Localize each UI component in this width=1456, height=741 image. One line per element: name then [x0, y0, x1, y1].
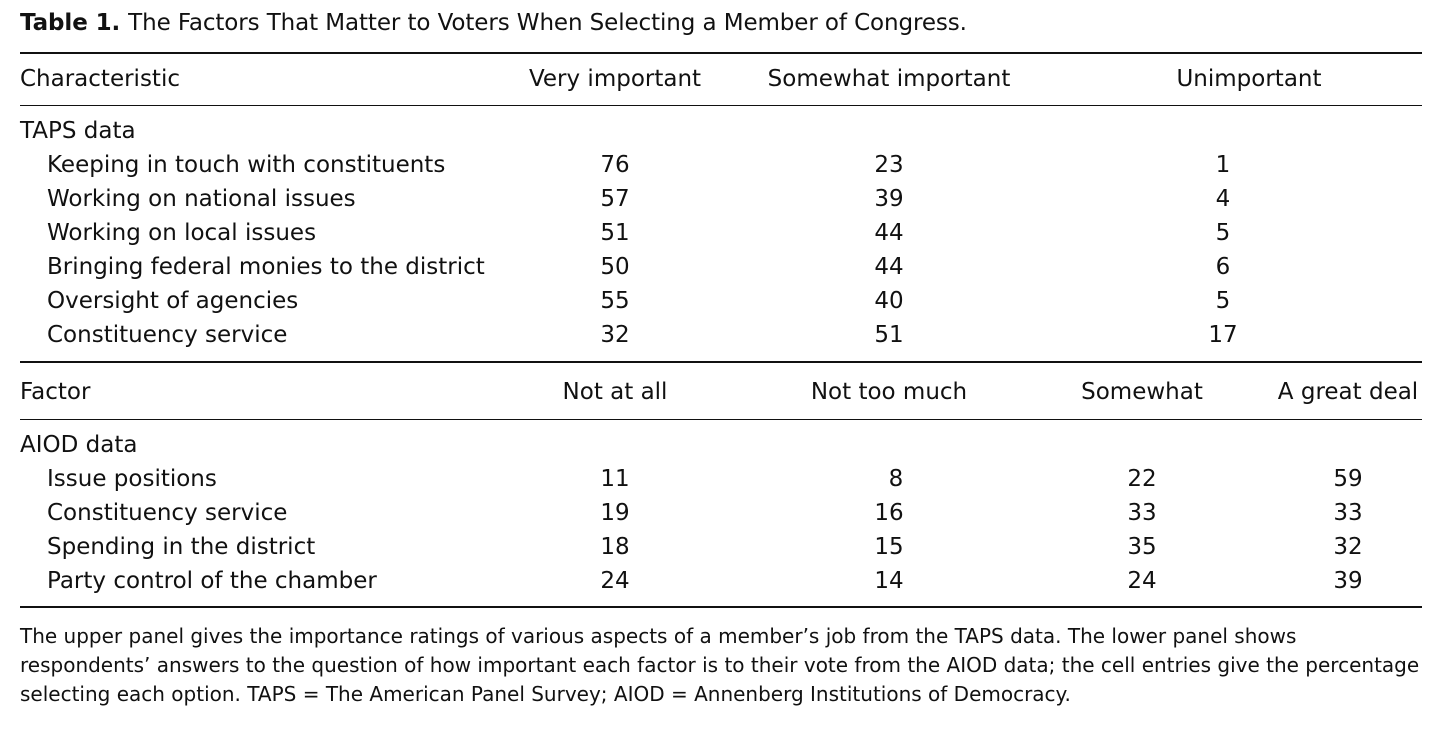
- row-label: Constituency service: [47, 500, 288, 526]
- cell-not-at-all: 24: [600, 568, 630, 594]
- header-not-too-much: Not too much: [810, 379, 968, 405]
- cell-a-great-deal: 33: [1333, 500, 1363, 526]
- panel1-header-row: Characteristic Very important Somewhat i…: [20, 62, 1422, 96]
- cell-unimportant: 5: [1215, 220, 1231, 246]
- cell-somewhat: 35: [1127, 534, 1157, 560]
- row-label: Bringing federal monies to the district: [47, 254, 485, 280]
- cell-somewhat-important: 44: [874, 220, 904, 246]
- row-label: Party control of the chamber: [47, 568, 377, 594]
- bottom-rule: [20, 606, 1422, 608]
- cell-very-important: 55: [600, 288, 630, 314]
- cell-unimportant: 17: [1208, 322, 1238, 348]
- cell-somewhat-important: 44: [874, 254, 904, 280]
- cell-somewhat: 33: [1127, 500, 1157, 526]
- table-row: Working on national issues 57 39 4: [20, 182, 1422, 216]
- row-label: Keeping in touch with constituents: [47, 152, 446, 178]
- header-factor: Factor: [20, 379, 91, 405]
- table-row: Oversight of agencies 55 40 5: [20, 284, 1422, 318]
- table-caption-label: Table 1.: [20, 10, 121, 36]
- table-row: Issue positions 11 8 22 59: [20, 462, 1422, 496]
- cell-somewhat-important: 23: [874, 152, 904, 178]
- row-label: Oversight of agencies: [47, 288, 299, 314]
- cell-not-too-much: 8: [888, 466, 904, 492]
- cell-somewhat: 22: [1127, 466, 1157, 492]
- cell-very-important: 57: [600, 186, 630, 212]
- table-row: Constituency service 32 51 17: [20, 318, 1422, 352]
- table-row: Keeping in touch with constituents 76 23…: [20, 148, 1422, 182]
- row-label: Constituency service: [47, 322, 288, 348]
- panel2-header-row: Factor Not at all Not too much Somewhat …: [20, 375, 1422, 409]
- table-row: Spending in the district 18 15 35 32: [20, 530, 1422, 564]
- header-very-important: Very important: [528, 66, 702, 92]
- cell-unimportant: 4: [1215, 186, 1231, 212]
- top-rule: [20, 52, 1422, 54]
- cell-unimportant: 6: [1215, 254, 1231, 280]
- cell-very-important: 50: [600, 254, 630, 280]
- cell-somewhat-important: 39: [874, 186, 904, 212]
- cell-a-great-deal: 39: [1333, 568, 1363, 594]
- cell-somewhat-important: 40: [874, 288, 904, 314]
- table-caption-title: The Factors That Matter to Voters When S…: [128, 10, 967, 36]
- cell-very-important: 51: [600, 220, 630, 246]
- cell-not-at-all: 18: [600, 534, 630, 560]
- cell-very-important: 76: [600, 152, 630, 178]
- cell-not-too-much: 14: [874, 568, 904, 594]
- panel2-header-rule: [20, 419, 1422, 421]
- header-characteristic: Characteristic: [20, 66, 180, 92]
- row-label: Spending in the district: [47, 534, 316, 560]
- cell-not-too-much: 15: [874, 534, 904, 560]
- row-label: Issue positions: [47, 466, 217, 492]
- table-note-text: The upper panel gives the importance rat…: [20, 624, 1420, 706]
- header-a-great-deal: A great deal: [1277, 379, 1419, 405]
- cell-very-important: 32: [600, 322, 630, 348]
- table-row: Bringing federal monies to the district …: [20, 250, 1422, 284]
- section-label-aiod: AIOD data: [20, 432, 138, 458]
- row-label: Working on local issues: [47, 220, 317, 246]
- panel2-section-row: AIOD data: [20, 428, 1422, 462]
- panel1-header-rule: [20, 105, 1422, 107]
- header-not-at-all: Not at all: [562, 379, 668, 405]
- header-somewhat: Somewhat: [1081, 379, 1203, 405]
- cell-somewhat-important: 51: [874, 322, 904, 348]
- table-caption: Table 1. The Factors That Matter to Voter…: [20, 10, 967, 36]
- cell-a-great-deal: 59: [1333, 466, 1363, 492]
- cell-not-at-all: 19: [600, 500, 630, 526]
- table-note: The upper panel gives the importance rat…: [20, 622, 1422, 709]
- cell-not-too-much: 16: [874, 500, 904, 526]
- header-unimportant: Unimportant: [1176, 66, 1322, 92]
- panel1-section-row: TAPS data: [20, 114, 1422, 148]
- table-row: Party control of the chamber 24 14 24 39: [20, 564, 1422, 598]
- header-somewhat-important: Somewhat important: [767, 66, 1011, 92]
- cell-a-great-deal: 32: [1333, 534, 1363, 560]
- cell-unimportant: 1: [1215, 152, 1231, 178]
- table-row: Working on local issues 51 44 5: [20, 216, 1422, 250]
- cell-somewhat: 24: [1127, 568, 1157, 594]
- cell-not-at-all: 11: [600, 466, 630, 492]
- section-label-taps: TAPS data: [20, 118, 136, 144]
- row-label: Working on national issues: [47, 186, 356, 212]
- panel-divider-rule: [20, 361, 1422, 363]
- cell-unimportant: 5: [1215, 288, 1231, 314]
- table-row: Constituency service 19 16 33 33: [20, 496, 1422, 530]
